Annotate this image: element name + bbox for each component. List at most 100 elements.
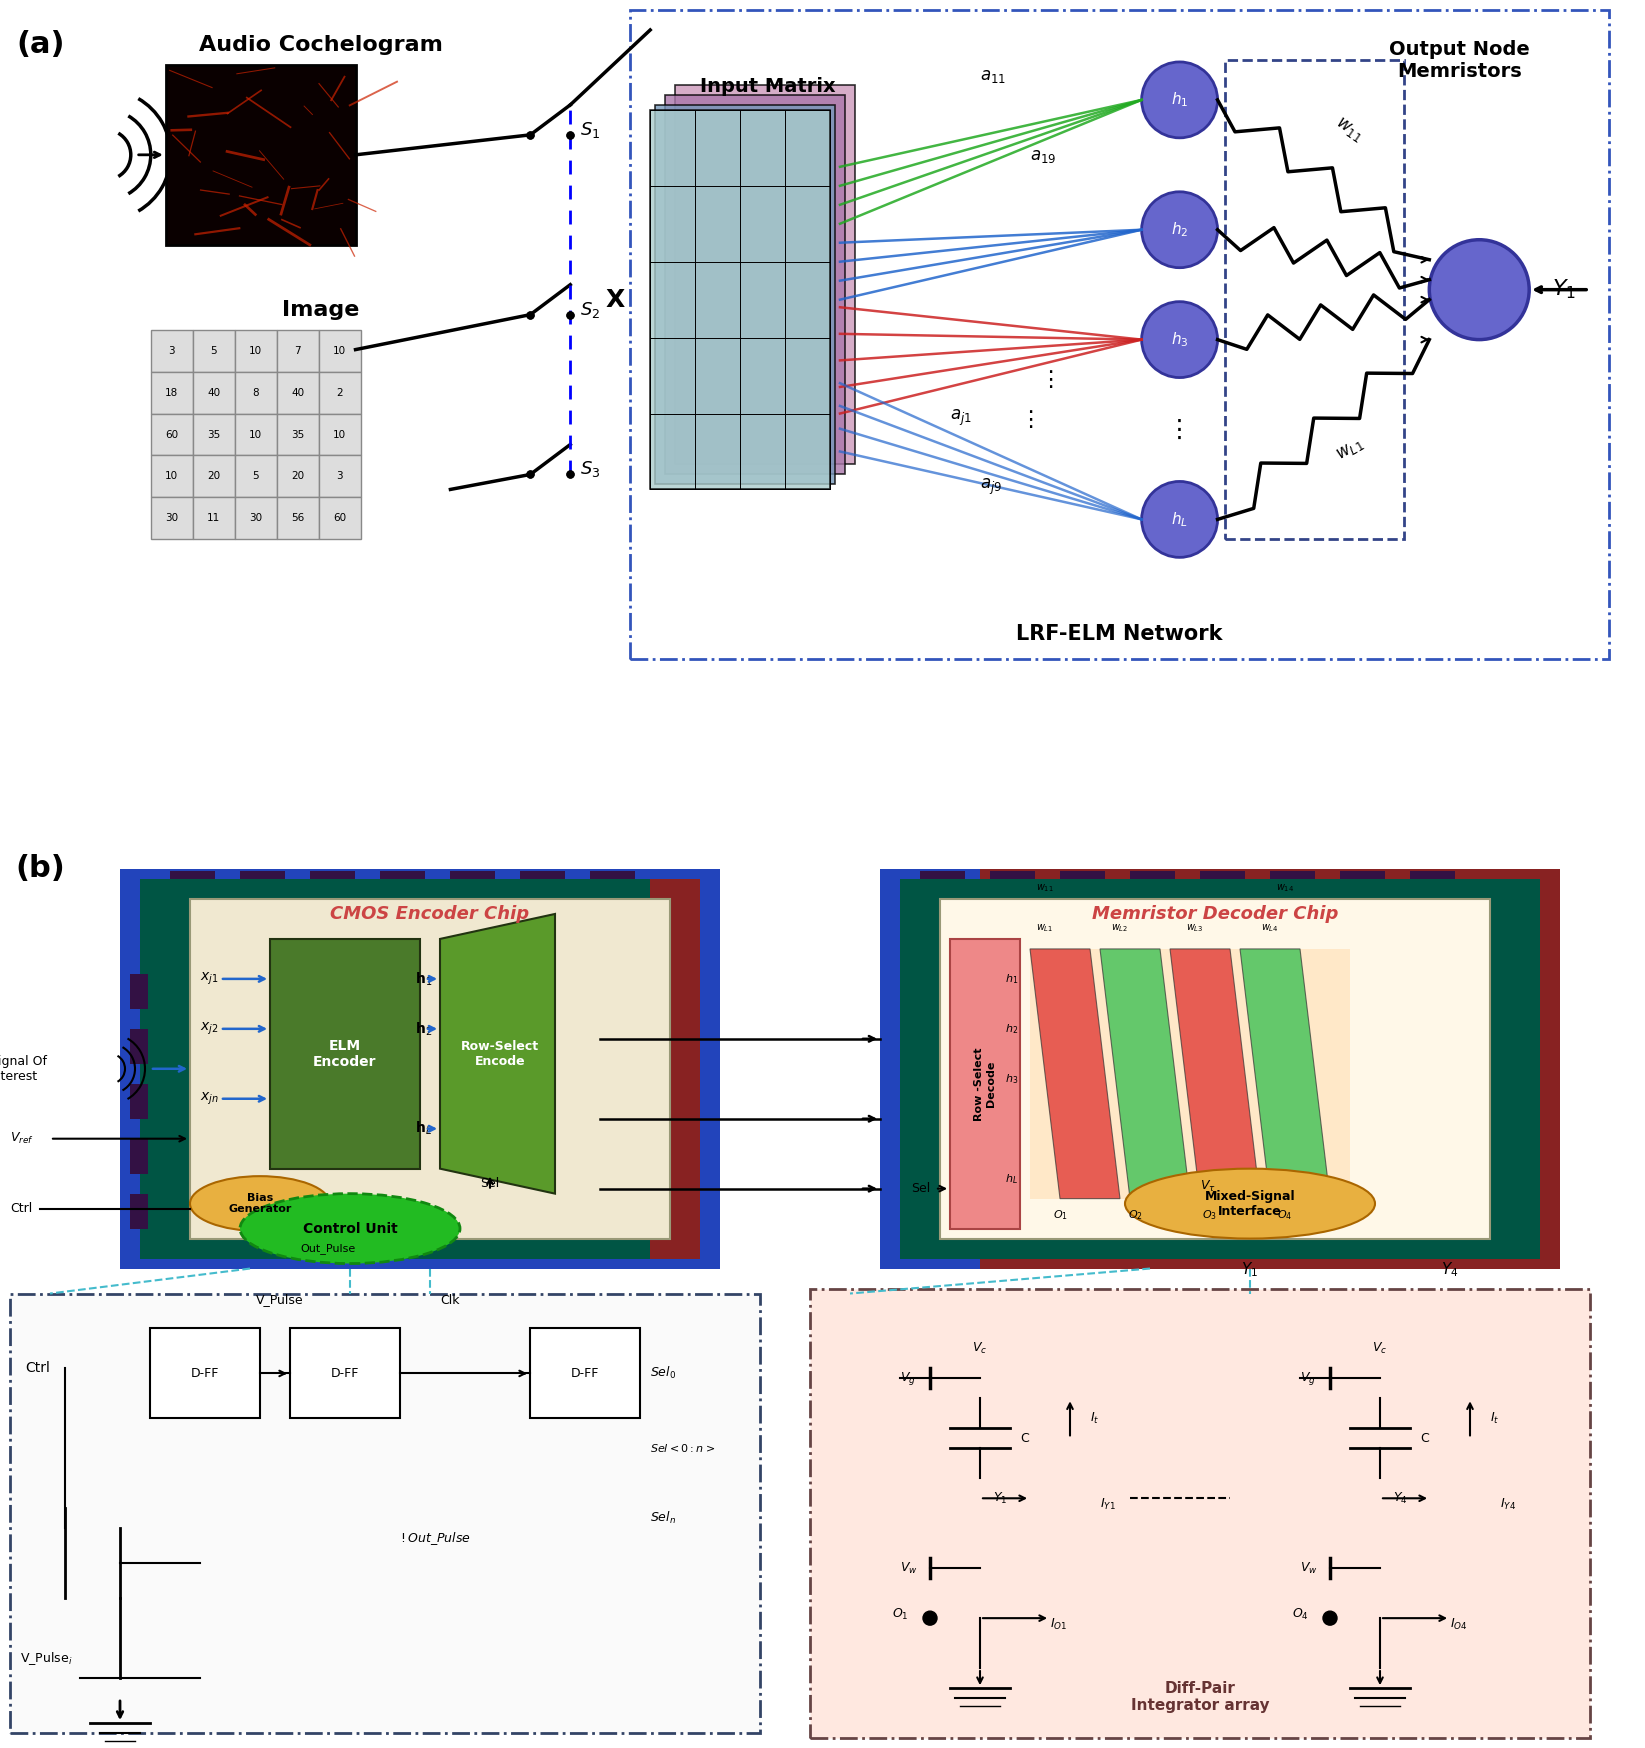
Bar [151,498,192,540]
Text: $h_3$: $h_3$ [1005,1072,1018,1086]
Text: $x_{jn}$: $x_{jn}$ [201,1091,219,1106]
Text: D-FF: D-FF [331,1367,359,1379]
Text: Row -Select
Decode: Row -Select Decode [974,1047,995,1120]
Bar [270,939,419,1169]
Bar [319,414,360,456]
Bar [1030,949,1351,1199]
Text: $h_2$: $h_2$ [1171,220,1188,239]
Text: 35: 35 [207,430,220,439]
Bar [520,871,564,898]
Text: $x_{j1}$: $x_{j1}$ [201,970,219,988]
Text: $a_{19}$: $a_{19}$ [1030,147,1056,164]
Text: Out_Pulse: Out_Pulse [299,1243,355,1253]
Text: 3: 3 [336,472,342,481]
Text: $Y_4$: $Y_4$ [1393,1491,1408,1505]
Text: 10: 10 [164,472,178,481]
Text: Ctrl: Ctrl [25,1362,49,1376]
Text: C: C [1020,1432,1028,1446]
Bar [290,1328,400,1418]
Bar [235,498,276,540]
Bar [192,456,235,498]
Polygon shape [1030,949,1120,1199]
Text: 7: 7 [294,346,301,355]
Text: $h_1$: $h_1$ [1171,91,1188,108]
Text: D-FF: D-FF [191,1367,219,1379]
Text: 20: 20 [207,472,220,481]
Bar [1224,59,1405,540]
Bar [655,105,836,484]
Polygon shape [951,939,1020,1229]
Text: 56: 56 [291,514,304,523]
Bar [192,414,235,456]
Text: (a): (a) [16,30,64,59]
Text: $w_{L1}$: $w_{L1}$ [1332,435,1367,465]
Bar [130,974,148,1009]
Text: $h_1$: $h_1$ [1005,972,1018,986]
Text: V_Pulse: V_Pulse [257,1294,304,1306]
Text: 10: 10 [248,346,262,355]
Bar [235,414,276,456]
Polygon shape [1170,949,1260,1199]
Bar [130,1084,148,1119]
Bar [151,330,192,372]
Text: Sel: Sel [911,1182,929,1196]
Bar [319,372,360,414]
Text: $w_{L2}$: $w_{L2}$ [1112,923,1128,933]
Text: $\mathbf{h}_L$: $\mathbf{h}_L$ [415,1120,433,1138]
Bar [140,879,701,1259]
Text: ⋮: ⋮ [1018,409,1041,430]
Text: $O_4$: $O_4$ [1278,1208,1293,1222]
Text: $V_w$: $V_w$ [900,1561,918,1575]
Text: $I_{O4}$: $I_{O4}$ [1449,1617,1467,1633]
Circle shape [1323,1612,1337,1626]
Bar [380,871,424,898]
Circle shape [1142,61,1217,138]
Text: 40: 40 [207,388,220,397]
Polygon shape [1101,949,1189,1199]
Text: $Y_1$: $Y_1$ [1553,278,1576,301]
Bar [900,879,1540,1259]
Ellipse shape [240,1194,461,1264]
Text: Sel: Sel [480,1176,500,1190]
Bar [1059,871,1105,898]
Text: Row-Select
Encode: Row-Select Encode [461,1040,540,1068]
Text: $I_t$: $I_t$ [1091,1411,1099,1426]
Text: Clk: Clk [441,1294,459,1306]
Bar [276,372,319,414]
Ellipse shape [1125,1169,1375,1239]
Bar [192,372,235,414]
Bar [1410,871,1454,898]
Text: 20: 20 [291,472,304,481]
Circle shape [1142,481,1217,558]
Bar [130,1194,148,1229]
Bar [191,898,670,1239]
Text: $S_2$: $S_2$ [581,299,600,320]
Bar [130,1138,148,1173]
Bar [1341,871,1385,898]
Text: 10: 10 [248,430,262,439]
Bar [151,372,192,414]
Bar [235,456,276,498]
Bar [235,330,276,372]
Text: $I_{Y1}$: $I_{Y1}$ [1101,1498,1115,1512]
Text: ⋮: ⋮ [1166,418,1193,442]
Bar [319,498,360,540]
Bar [276,414,319,456]
Text: 10: 10 [332,346,345,355]
Text: 5: 5 [211,346,217,355]
Bar [192,498,235,540]
Text: $x_{j2}$: $x_{j2}$ [201,1021,219,1037]
Bar [990,871,1035,898]
Text: 40: 40 [291,388,304,397]
Text: Ctrl: Ctrl [10,1203,33,1215]
Text: Diff-Pair
Integrator array: Diff-Pair Integrator array [1130,1680,1270,1713]
Bar [809,1288,1591,1738]
Bar [939,898,1490,1239]
Circle shape [1142,192,1217,267]
Text: Mixed-Signal
Interface: Mixed-Signal Interface [1204,1190,1295,1218]
Text: $S_1$: $S_1$ [581,121,600,140]
Text: $h_3$: $h_3$ [1171,330,1188,350]
Text: 30: 30 [248,514,262,523]
Bar [276,498,319,540]
Bar [150,1328,260,1418]
